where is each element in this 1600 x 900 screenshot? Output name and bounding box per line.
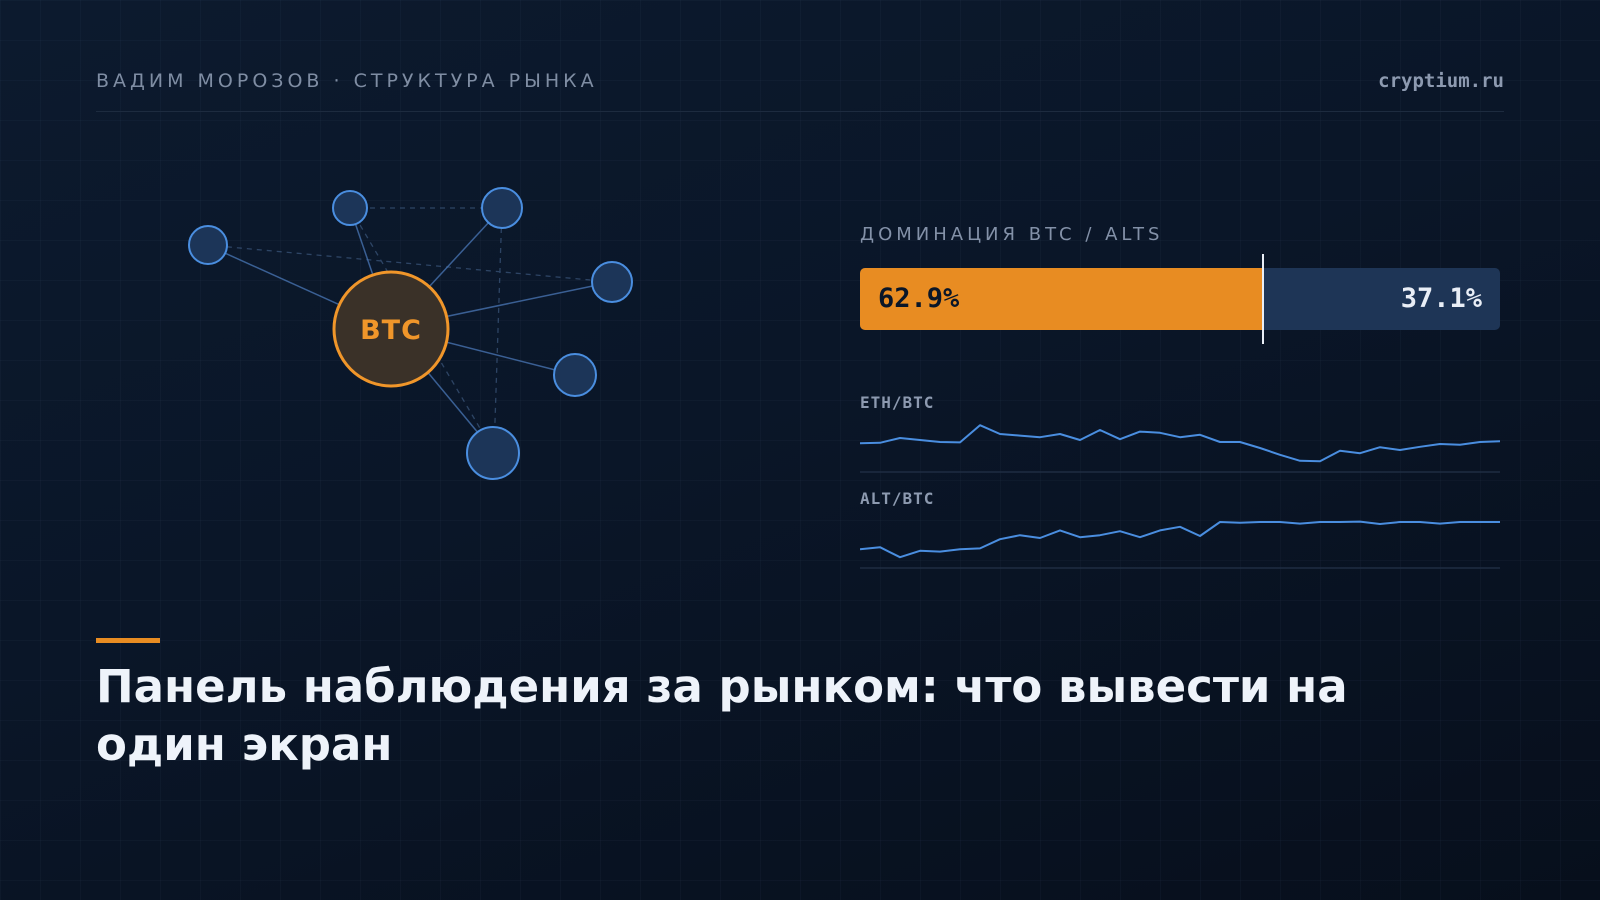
- sparkline-alt-btc: [860, 520, 1500, 569]
- network-diagram: BTC: [188, 187, 633, 480]
- dominance-btc-value: 62.9%: [878, 283, 960, 314]
- sparkline-label-eth-btc: ETH/BTC: [860, 393, 935, 412]
- btc-node-label: BTC: [360, 315, 422, 346]
- network-node: [553, 353, 597, 397]
- dominance-bar: 62.9% 37.1%: [860, 254, 1500, 344]
- sparkline-eth-btc: [860, 424, 1500, 473]
- page-title: Панель наблюдения за рынком: что вывести…: [96, 660, 1348, 771]
- title-accent-line: [96, 638, 160, 643]
- dominance-btc-segment: 62.9%: [860, 268, 1263, 330]
- network-node: [481, 187, 523, 229]
- header-author: ВАДИМ МОРОЗОВ · СТРУКТУРА РЫНКА: [96, 70, 598, 92]
- dominance-label: ДОМИНАЦИЯ BTC / ALTS: [860, 224, 1164, 245]
- network-node: [591, 261, 633, 303]
- sparkline-line: [860, 424, 1500, 463]
- network-node: [466, 426, 520, 480]
- header-site: cryptium.ru: [1378, 70, 1504, 92]
- dominance-marker: [1262, 254, 1264, 344]
- link-dashed: [206, 244, 613, 283]
- network-node: [188, 225, 228, 265]
- dominance-alts-value: 37.1%: [1400, 283, 1482, 314]
- link-dashed: [493, 207, 503, 453]
- header-divider: [96, 111, 1504, 112]
- btc-node: [332, 270, 450, 388]
- network-node: [332, 190, 368, 226]
- sparkline-line: [860, 520, 1500, 559]
- network-nodes: [188, 187, 633, 480]
- sparkline-label-alt-btc: ALT/BTC: [860, 489, 935, 508]
